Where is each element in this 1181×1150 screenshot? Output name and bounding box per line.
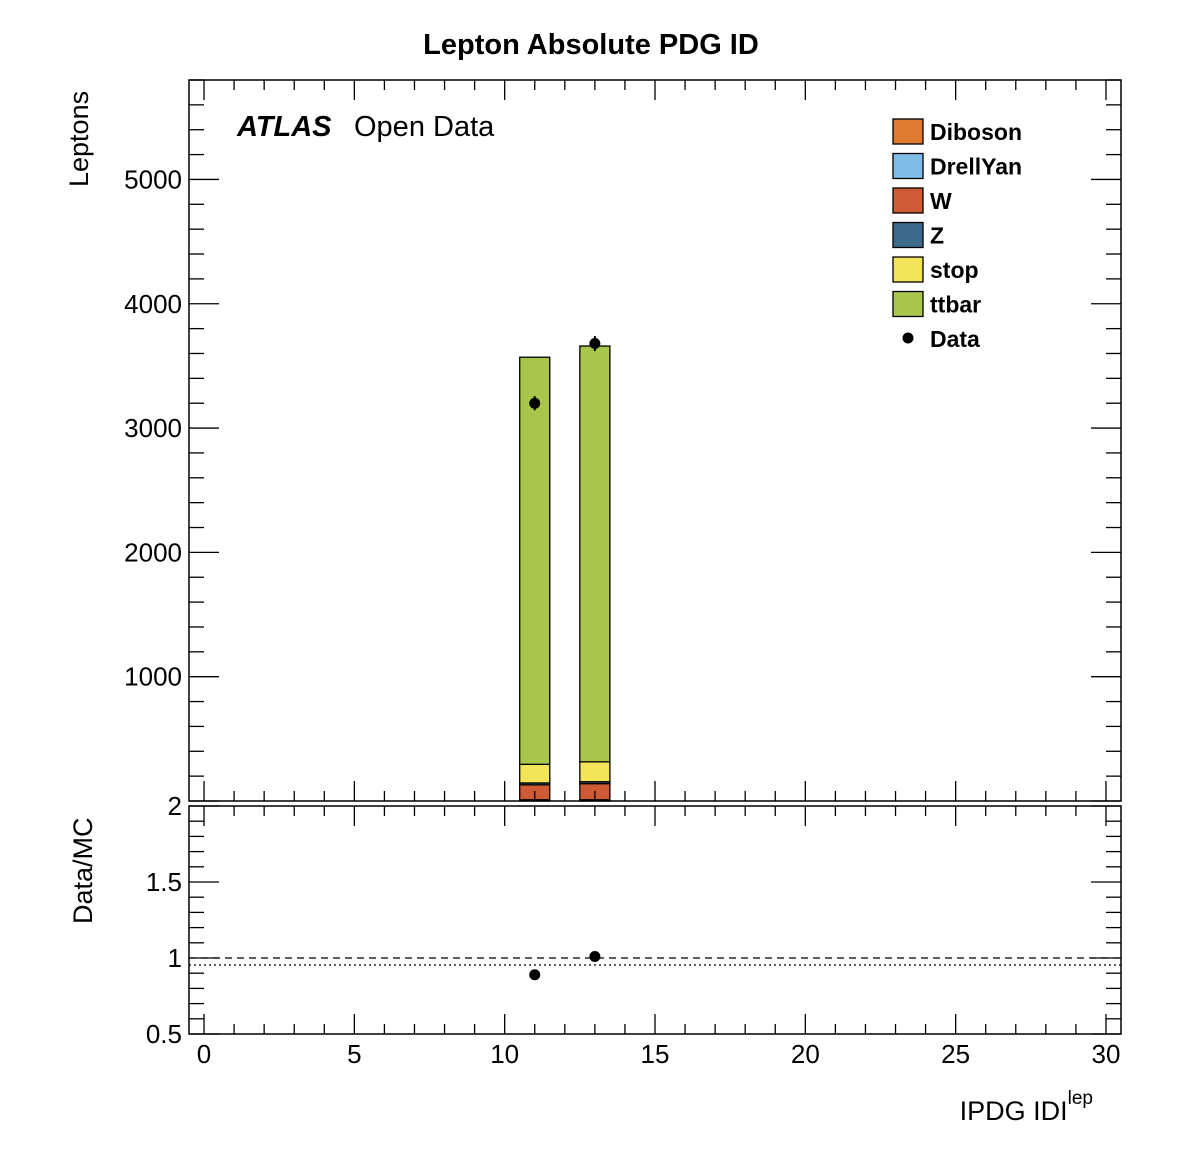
legend-swatch-z [892,221,924,249]
main-axis-ticks: 1000 2000 3000 4000 5000 [124,79,1121,802]
ratio-y-tick-label: 1.5 [146,867,182,897]
chart-title: Lepton Absolute PDG ID [423,29,759,61]
atlas-label: ATLAS [236,111,332,143]
ratio-points [189,950,1121,981]
data-point [589,338,601,350]
legend-label-diboson: Diboson [930,119,1022,145]
legend-swatch-ttbar [892,290,924,318]
legend-label-w: W [930,188,952,214]
data-points [529,335,601,411]
ratio-y-tick-label: 2 [168,791,182,821]
x-axis-label-superscript: lep [1068,1088,1093,1109]
main-plot-border [188,79,1122,802]
x-tick-label: 0 [197,1039,211,1069]
ratio-plot-frame [188,805,1122,1035]
x-tick-label: 5 [347,1039,361,1069]
ratio-point [529,969,541,981]
legend-label-data: Data [930,326,980,352]
y-tick-label: 4000 [124,289,182,319]
y-tick-label: 1000 [124,662,182,692]
legend-swatch-w [892,187,924,214]
x-axis-label: IPDG IDIlep [960,1088,1093,1126]
x-axis-label-main: IPDG IDI [960,1096,1068,1126]
legend-label-drellyan: DrellYan [930,154,1022,180]
y-tick-label: 2000 [124,537,182,567]
legend-swatch-drellyan [892,152,924,180]
x-tick-label: 15 [641,1039,670,1069]
bar-segment-ttbar [579,345,611,763]
legend-swatch-stop [892,256,924,283]
legend-label-stop: stop [930,257,979,283]
legend-marker-data [902,332,914,344]
x-tick-label: 25 [941,1039,970,1069]
bar-segment-ttbar [519,356,551,765]
y-tick-label: 3000 [124,413,182,443]
y-axis-label: Leptons [64,91,94,187]
ratio-y-tick-label: 1 [168,943,182,973]
y-tick-label: 5000 [124,164,182,194]
x-tick-label: 10 [490,1039,519,1069]
ratio-plot-border [188,805,1122,1035]
stacked-bars [519,345,611,802]
x-tick-label: 20 [791,1039,820,1069]
ratio-y-tick-label: 0.5 [146,1019,182,1049]
x-tick-label: 30 [1092,1039,1121,1069]
bar-segment-stop [579,761,611,783]
bar-segment-stop [519,763,551,784]
ratio-y-axis-label: Data/MC [68,817,98,924]
open-data-label: Open Data [354,111,495,143]
ratio-axis-ticks: 0.511.520 5 10 15 20 25 30 [146,791,1121,1069]
data-point [529,397,541,409]
legend-swatch-diboson [892,118,924,145]
ratio-point [589,950,601,962]
legend-label-z: Z [930,223,944,249]
legend-label-ttbar: ttbar [930,292,981,318]
main-plot-frame [188,79,1122,802]
